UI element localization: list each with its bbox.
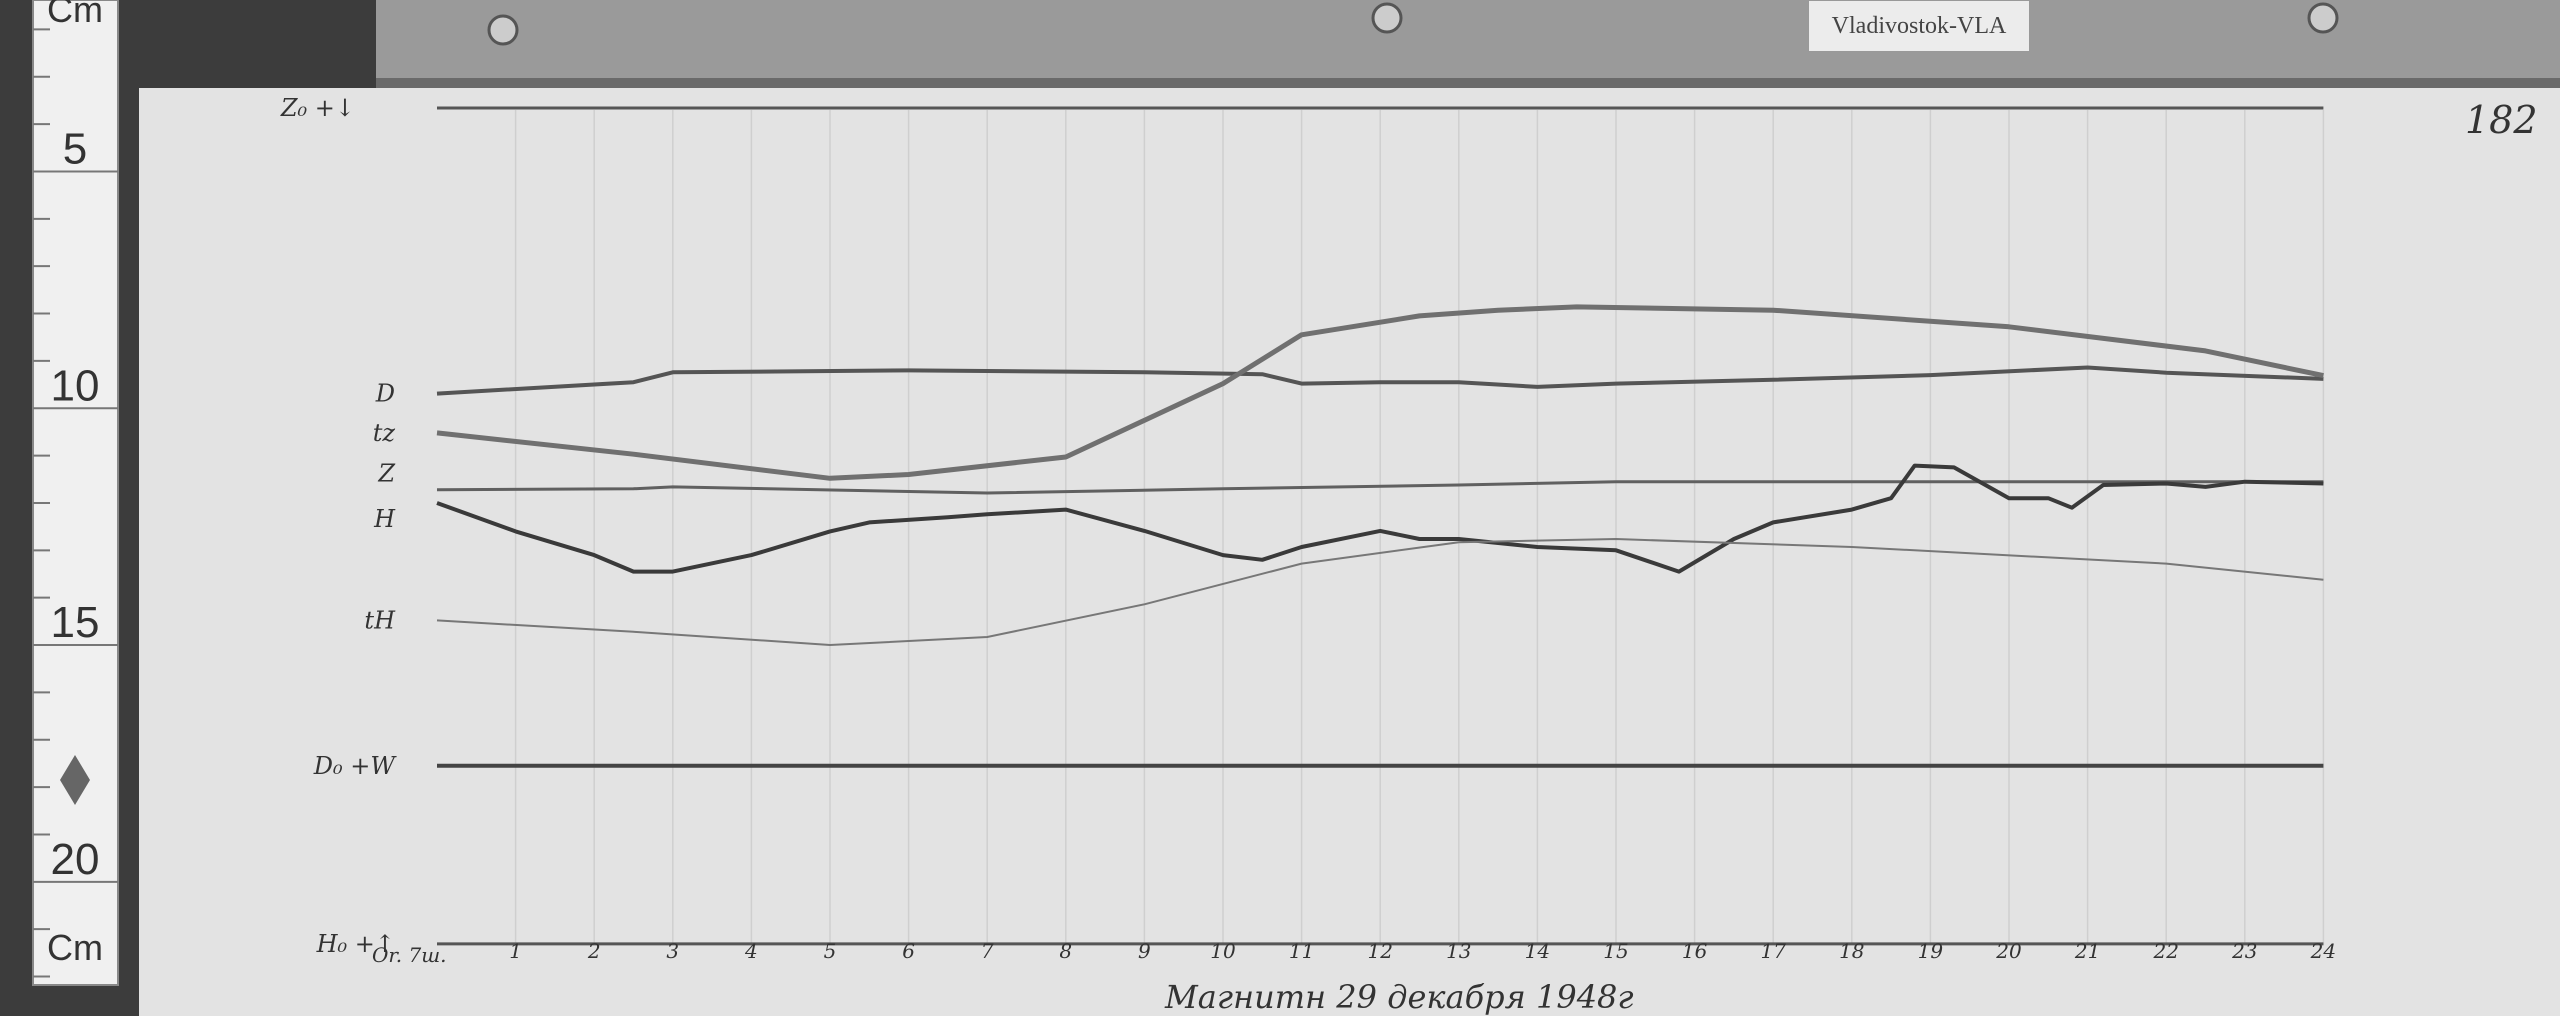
- ruler-unit-top: Cm: [47, 0, 103, 30]
- hour-tick-label: 17: [1760, 939, 1786, 963]
- top-clamp-bar: [376, 0, 2560, 88]
- ruler-strip: [32, 0, 119, 986]
- hour-tick-label: 11: [1289, 939, 1314, 963]
- trace-label: tz: [373, 419, 396, 447]
- trace-label: D: [375, 380, 395, 408]
- hour-tick-label: 16: [1682, 939, 1708, 963]
- trace-label: Z: [377, 460, 396, 488]
- trace-label: H₀ +↑: [316, 930, 395, 958]
- hour-tick-label: 8: [1059, 939, 1072, 963]
- hour-tick-label: 4: [744, 939, 758, 963]
- hour-tick-label: 15: [1603, 939, 1628, 963]
- trace-Z: [436, 480, 2324, 495]
- trace-tz: [436, 304, 2324, 481]
- screw-icon: [487, 14, 519, 46]
- trace-H: [436, 463, 2324, 574]
- trace-tH: [436, 538, 2324, 646]
- ruler-label: 10: [51, 361, 100, 410]
- hour-tick-labels: 1 2 3 4 5 6 7 8 9 10 11 12 13 14 15 16 17 18 19 20 21 22 23 24: [509, 939, 2336, 963]
- screw-icon: [2307, 2, 2339, 34]
- trace-label: D₀ +W: [313, 752, 398, 780]
- hour-tick-label: 1: [509, 939, 522, 963]
- traces: [436, 106, 2324, 946]
- hour-tick-label: 20: [1995, 939, 2022, 963]
- station-label: Vladivostok-VLA: [1808, 0, 2030, 52]
- trace-label: H: [373, 505, 396, 533]
- hour-tick-label: 7: [981, 939, 994, 963]
- trace-D: [436, 365, 2324, 396]
- paper-sheet: [139, 88, 2560, 1016]
- ruler-label: 15: [51, 598, 100, 647]
- screw-icon: [1371, 2, 1403, 34]
- hour-tick-label: 2: [587, 939, 601, 963]
- hour-tick-label: 6: [902, 939, 915, 963]
- hour-tick-label: 10: [1210, 939, 1236, 963]
- hour-tick-label: 21: [2074, 939, 2100, 963]
- sheet-number: 182: [2465, 98, 2538, 142]
- hour-tick-label: 23: [2231, 939, 2257, 963]
- hour-tick-label: 18: [1839, 939, 1864, 963]
- hour-tick-label: 24: [2310, 939, 2336, 963]
- hour-tick-label: 13: [1446, 939, 1471, 963]
- ruler-label: 20: [51, 835, 100, 884]
- hour-tick-label: 3: [666, 939, 679, 963]
- trace-label: tH: [364, 606, 396, 634]
- hour-tick-label: 12: [1367, 939, 1392, 963]
- hour-tick-label: 14: [1525, 939, 1550, 963]
- hour-grid: [514, 110, 2325, 945]
- ruler: 5 10 15 20 Cm Cm: [33, 0, 118, 978]
- hour-tick-label: 9: [1138, 939, 1151, 963]
- baseline-label: Or. 7ш.: [372, 943, 447, 967]
- hour-tick-label: 22: [2152, 939, 2178, 963]
- top-clamp-edge: [376, 78, 2560, 88]
- hour-tick-label: 5: [824, 939, 837, 963]
- ruler-unit-bottom: Cm: [47, 927, 103, 968]
- trace-label: Z₀ +↓: [280, 94, 355, 122]
- ruler-marker-icon: [60, 755, 90, 805]
- hour-tick-label: 19: [1918, 939, 1944, 963]
- ruler-label: 5: [63, 124, 87, 173]
- caption: Магнитн 29 декабря 1948г: [1164, 978, 1634, 1016]
